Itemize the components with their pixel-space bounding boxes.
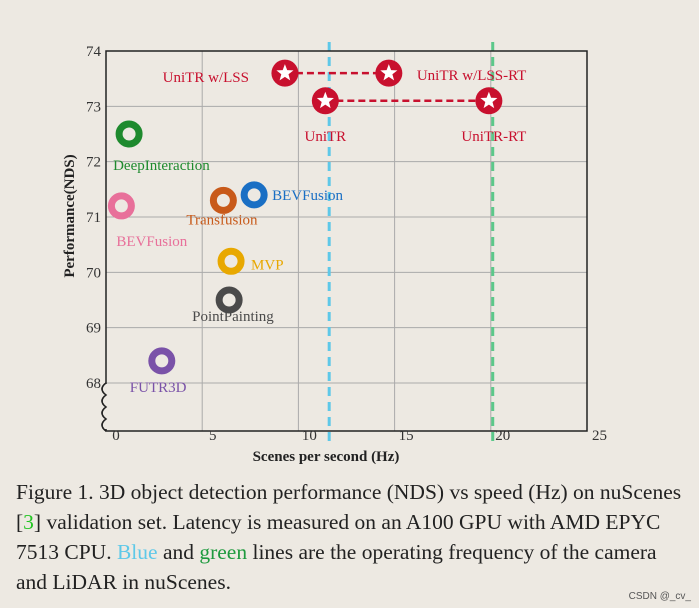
y-tick-label: 68 [86, 376, 101, 392]
point-label: FUTR3D [130, 380, 187, 396]
y-tick-label: 70 [86, 265, 101, 281]
grid [106, 51, 587, 431]
caption-green-word: green [199, 540, 248, 564]
point-label: DeepInteraction [113, 158, 210, 174]
caption-text: and [157, 540, 200, 564]
y-tick-label: 73 [86, 99, 101, 115]
star-icon [480, 91, 498, 109]
point-label: MVP [251, 257, 284, 273]
point-label: BEVFusion [116, 234, 187, 250]
caption-text: ] validation set. Latency is measured on… [16, 510, 661, 564]
watermark: CSDN @_cv_ [628, 591, 691, 602]
x-tick-label: 5 [209, 428, 217, 444]
point-label: UniTR [305, 129, 347, 145]
star-icon [276, 64, 294, 81]
point-label: PointPainting [192, 309, 274, 325]
x-axis-label: Scenes per second (Hz) [253, 449, 400, 465]
ring-marker [215, 286, 243, 314]
citation-link[interactable]: 3 [23, 510, 34, 534]
point-label: UniTR-RT [461, 129, 526, 145]
y-tick-label: 71 [86, 210, 101, 226]
x-tick-label: 10 [302, 428, 317, 444]
ring-marker [209, 186, 237, 214]
y-axis-label: Performance(NDS) [62, 154, 78, 277]
y-tick-label: 72 [86, 155, 101, 171]
x-tick-label: 15 [399, 428, 414, 444]
caption-text: Figure 1. 3D object detection performanc… [16, 480, 682, 534]
ring-marker [240, 181, 268, 209]
x-tick-label: 25 [592, 428, 607, 444]
point-label: BEVFusion [272, 188, 343, 204]
star-icon [380, 64, 398, 81]
point-label: Transfusion [186, 212, 258, 228]
x-tick-label: 0 [112, 428, 120, 444]
y-tick-label: 69 [86, 321, 101, 337]
caption-blue-word: Blue [116, 540, 158, 564]
connections [284, 71, 489, 103]
x-tick-label: 20 [495, 428, 510, 444]
ring-marker [115, 120, 143, 148]
point-label: UniTR w/LSS [163, 70, 249, 86]
tick-labels: 0 5 10 15 20 25 68 69 70 71 72 73 74 [86, 44, 607, 444]
ring-marker [107, 192, 135, 220]
figure-caption: Figure 1. 3D object detection performanc… [16, 477, 686, 597]
ring-marker [217, 247, 245, 275]
point-label: UniTR w/LSS-RT [417, 68, 527, 84]
point-labels: UniTR w/LSS UniTR w/LSS-RT UniTR UniTR-RT De… [113, 68, 526, 396]
star-icon [316, 91, 334, 109]
caption-text: lines are the operating frequency of the… [16, 540, 657, 594]
plot-frame [105, 50, 588, 432]
y-tick-label: 74 [86, 44, 102, 60]
ring-marker [148, 347, 176, 375]
points [107, 59, 503, 375]
